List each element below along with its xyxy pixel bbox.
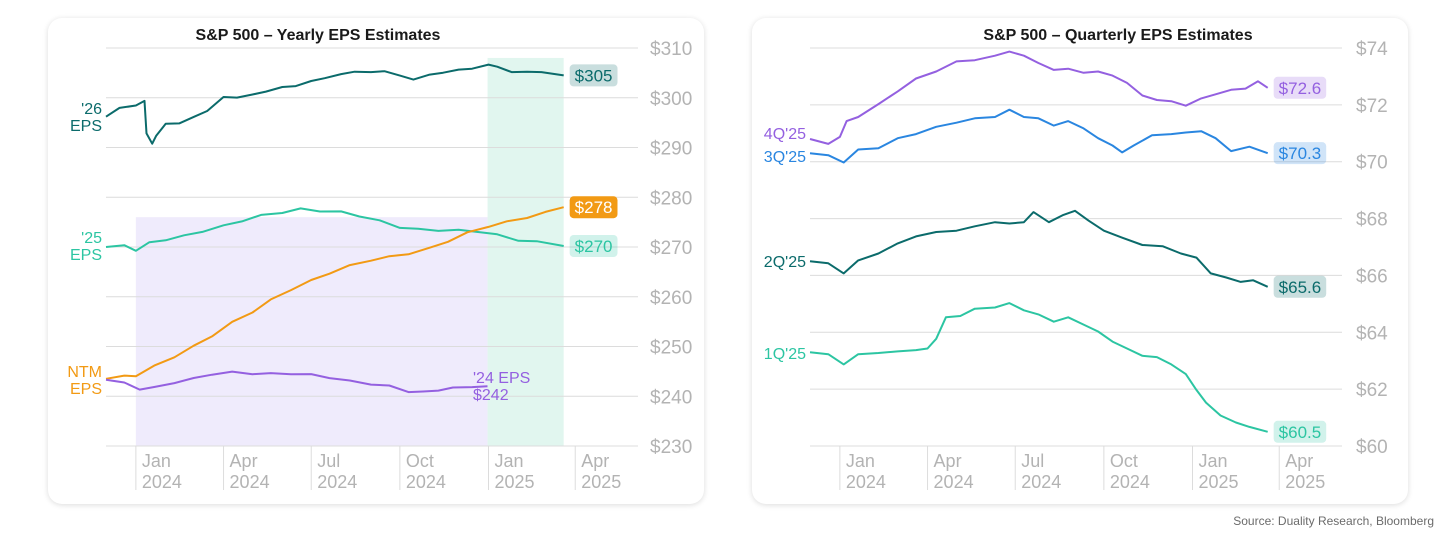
series-line bbox=[105, 63, 564, 145]
x-tick-label: Apr 2025 bbox=[581, 451, 621, 492]
series-line bbox=[809, 50, 1269, 145]
x-tick-label: Jul 2024 bbox=[1021, 451, 1061, 492]
y-tick-label: $74 bbox=[1356, 39, 1388, 60]
series-label: NTM EPS bbox=[67, 364, 102, 398]
y-tick-label: $230 bbox=[650, 437, 692, 458]
end-value-label: $65.6 bbox=[1279, 278, 1322, 297]
y-tick-label: $70 bbox=[1356, 153, 1388, 174]
end-value-label: $270 bbox=[575, 237, 613, 256]
y-tick-label: $300 bbox=[650, 89, 692, 110]
chart-svg: S&P 500 – Yearly EPS Estimates $230 $240 $2… bbox=[67, 27, 692, 492]
series-line bbox=[105, 207, 564, 252]
x-tick-label: Oct 2024 bbox=[406, 451, 446, 492]
x-tick-label: Jan 2024 bbox=[142, 451, 182, 492]
end-value-badge bbox=[569, 64, 618, 87]
y-tick-label: $68 bbox=[1356, 210, 1388, 231]
series-line bbox=[809, 209, 1269, 288]
shaded-region bbox=[487, 57, 564, 446]
end-value-label: $60.5 bbox=[1279, 423, 1322, 442]
chart-title: S&P 500 – Quarterly EPS Estimates bbox=[983, 27, 1252, 44]
end-value-label: $305 bbox=[575, 66, 613, 85]
y-tick-label: $240 bbox=[650, 387, 692, 408]
y-tick-label: $66 bbox=[1356, 266, 1388, 287]
end-value-badge bbox=[569, 235, 618, 258]
x-tick-label: Apr 2024 bbox=[934, 451, 974, 492]
y-tick-label: $260 bbox=[650, 288, 692, 309]
series-label: '26 EPS bbox=[70, 101, 102, 135]
series-line bbox=[105, 206, 564, 380]
series-label: 1Q'25 bbox=[764, 346, 806, 363]
series-line bbox=[809, 302, 1268, 433]
end-value-label: $72.6 bbox=[1279, 79, 1322, 98]
series-label: 2Q'25 bbox=[764, 254, 806, 271]
y-tick-label: $270 bbox=[650, 238, 692, 259]
y-tick-label: $310 bbox=[650, 39, 692, 60]
series-line bbox=[809, 108, 1269, 164]
x-tick-label: Jul 2024 bbox=[317, 451, 357, 492]
x-tick-label: Jan 2025 bbox=[1199, 451, 1239, 492]
y-tick-label: $62 bbox=[1356, 380, 1388, 401]
end-value-badge bbox=[1273, 142, 1327, 165]
end-value-badge bbox=[569, 196, 618, 219]
end-value-badge bbox=[1273, 275, 1327, 298]
x-tick-label: Jan 2024 bbox=[846, 451, 886, 492]
y-tick-label: $60 bbox=[1356, 437, 1388, 458]
end-value-label: $70.3 bbox=[1279, 144, 1322, 163]
x-tick-label: Apr 2024 bbox=[230, 451, 270, 492]
quarterly-eps-chart-panel: S&P 500 – Quarterly EPS Estimates $60 $62 $… bbox=[752, 18, 1408, 504]
source-note: Source: Duality Research, Bloomberg bbox=[1233, 514, 1434, 528]
y-tick-label: $64 bbox=[1356, 323, 1388, 344]
x-tick-label: Jan 2025 bbox=[495, 451, 535, 492]
y-tick-label: $250 bbox=[650, 338, 692, 359]
y-tick-label: $72 bbox=[1356, 96, 1388, 117]
end-value-badge bbox=[1273, 420, 1327, 443]
y-tick-label: $290 bbox=[650, 139, 692, 160]
shaded-region bbox=[135, 217, 488, 446]
chart-title: S&P 500 – Yearly EPS Estimates bbox=[196, 27, 441, 44]
end-value-badge bbox=[1273, 76, 1327, 99]
x-tick-label: Oct 2024 bbox=[1110, 451, 1150, 492]
series-line bbox=[105, 370, 488, 394]
series-label: 3Q'25 bbox=[764, 149, 806, 166]
y-tick-label: $280 bbox=[650, 188, 692, 209]
series-label: '24 EPS $242 bbox=[473, 370, 530, 404]
series-label: 4Q'25 bbox=[764, 126, 806, 143]
end-value-label: $278 bbox=[575, 198, 613, 217]
chart-svg: S&P 500 – Quarterly EPS Estimates $60 $62 $… bbox=[764, 27, 1388, 492]
yearly-eps-chart-panel: S&P 500 – Yearly EPS Estimates $230 $240 $2… bbox=[48, 18, 704, 504]
series-label: '25 EPS bbox=[70, 230, 102, 264]
x-tick-label: Apr 2025 bbox=[1285, 451, 1325, 492]
